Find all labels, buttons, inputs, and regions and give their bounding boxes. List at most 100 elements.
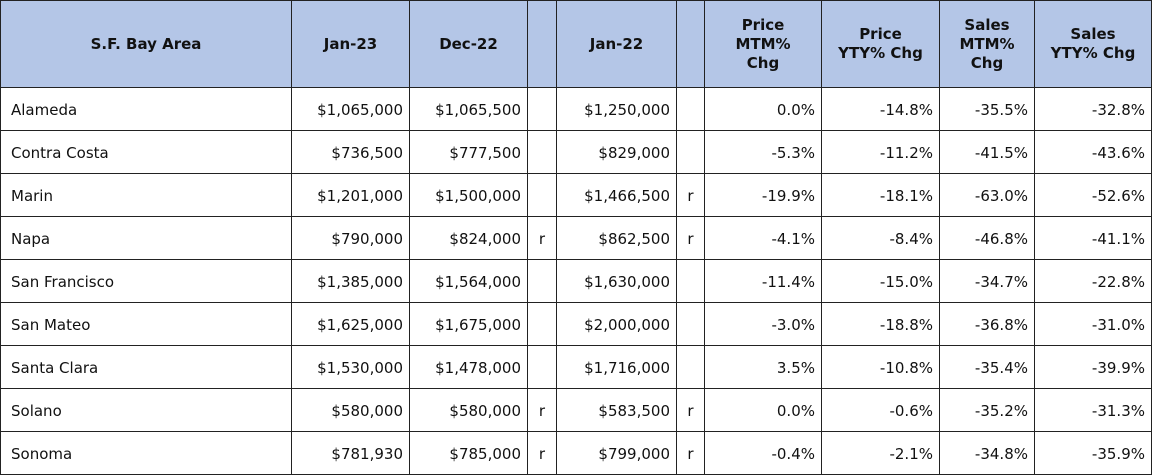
cell: -10.8% bbox=[821, 345, 940, 389]
header-row: S.F. Bay Area Jan-23 Dec-22 Jan-22 Price MTM… bbox=[0, 0, 1152, 88]
cell: -32.8% bbox=[1034, 87, 1152, 131]
cell: $829,000 bbox=[556, 130, 677, 174]
cell: -19.9% bbox=[704, 173, 822, 217]
revision-flag bbox=[527, 87, 557, 131]
header-text: S.F. Bay Area bbox=[90, 34, 202, 53]
row-label: San Mateo bbox=[0, 302, 292, 346]
table-row: Napa $790,000 $824,000 r $862,500 r -4.1% -8.4%… bbox=[0, 216, 1152, 260]
revision-flag: r bbox=[676, 431, 705, 475]
cell: -43.6% bbox=[1034, 130, 1152, 174]
cell: -52.6% bbox=[1034, 173, 1152, 217]
cell: $824,000 bbox=[409, 216, 528, 260]
row-label: Marin bbox=[0, 173, 292, 217]
header-text: Sales YTY% Chg bbox=[1050, 25, 1136, 62]
table-row: San Mateo $1,625,000 $1,675,000 $2,000,000-… bbox=[0, 302, 1152, 346]
table-row: Solano $580,000 $580,000 r $583,500 r 0.0% -0.6… bbox=[0, 388, 1152, 432]
cell: -31.0% bbox=[1034, 302, 1152, 346]
cell: -63.0% bbox=[939, 173, 1035, 217]
cell: $1,630,000 bbox=[556, 259, 677, 303]
cell: -22.8% bbox=[1034, 259, 1152, 303]
row-label: Sonoma bbox=[0, 431, 292, 475]
table-row: Marin $1,201,000 $1,500,000 $1,466,500 r -19.… bbox=[0, 173, 1152, 217]
cell: -11.2% bbox=[821, 130, 940, 174]
cell: -35.5% bbox=[939, 87, 1035, 131]
table-row: Contra Costa $736,500 $777,500 $829,000 -5.3… bbox=[0, 130, 1152, 174]
cell: $1,716,000 bbox=[556, 345, 677, 389]
revision-flag bbox=[676, 302, 705, 346]
cell: -46.8% bbox=[939, 216, 1035, 260]
revision-flag: r bbox=[676, 216, 705, 260]
column-header: Jan-22 bbox=[556, 0, 677, 88]
row-label: Solano bbox=[0, 388, 292, 432]
table-body: Alameda $1,065,000 $1,065,500 $1,250,000 0.0… bbox=[0, 87, 1152, 475]
row-label: Santa Clara bbox=[0, 345, 292, 389]
column-header: Sales MTM% Chg bbox=[939, 0, 1035, 88]
revision-flag: r bbox=[527, 431, 557, 475]
revision-flag bbox=[527, 130, 557, 174]
cell: $781,930 bbox=[291, 431, 410, 475]
cell: 3.5% bbox=[704, 345, 822, 389]
header-text: Dec-22 bbox=[439, 34, 498, 53]
cell: -2.1% bbox=[821, 431, 940, 475]
table-row: Santa Clara $1,530,000 $1,478,000 $1,716,00… bbox=[0, 345, 1152, 389]
cell: -39.9% bbox=[1034, 345, 1152, 389]
cell: $1,065,000 bbox=[291, 87, 410, 131]
cell: -0.4% bbox=[704, 431, 822, 475]
row-label: Contra Costa bbox=[0, 130, 292, 174]
cell: $1,675,000 bbox=[409, 302, 528, 346]
cell: -0.6% bbox=[821, 388, 940, 432]
cell: $1,466,500 bbox=[556, 173, 677, 217]
column-header: Price YTY% Chg bbox=[821, 0, 940, 88]
revision-flag bbox=[676, 259, 705, 303]
cell: $1,530,000 bbox=[291, 345, 410, 389]
cell: $2,000,000 bbox=[556, 302, 677, 346]
table-row: San Francisco $1,385,000 $1,564,000 $1,630,… bbox=[0, 259, 1152, 303]
cell: $736,500 bbox=[291, 130, 410, 174]
column-header bbox=[676, 0, 705, 88]
row-label: Napa bbox=[0, 216, 292, 260]
header-text: Sales MTM% Chg bbox=[959, 15, 1015, 72]
cell: -34.8% bbox=[939, 431, 1035, 475]
header-text: Jan-22 bbox=[589, 34, 644, 53]
cell: -14.8% bbox=[821, 87, 940, 131]
cell: $777,500 bbox=[409, 130, 528, 174]
cell: -31.3% bbox=[1034, 388, 1152, 432]
cell: 0.0% bbox=[704, 87, 822, 131]
cell: -15.0% bbox=[821, 259, 940, 303]
revision-flag bbox=[527, 302, 557, 346]
cell: 0.0% bbox=[704, 388, 822, 432]
cell: -8.4% bbox=[821, 216, 940, 260]
cell: $862,500 bbox=[556, 216, 677, 260]
row-label: San Francisco bbox=[0, 259, 292, 303]
cell: $1,250,000 bbox=[556, 87, 677, 131]
column-header: Jan-23 bbox=[291, 0, 410, 88]
revision-flag: r bbox=[676, 173, 705, 217]
cell: $1,625,000 bbox=[291, 302, 410, 346]
column-header: Sales YTY% Chg bbox=[1034, 0, 1152, 88]
cell: -4.1% bbox=[704, 216, 822, 260]
revision-flag bbox=[527, 259, 557, 303]
cell: -36.8% bbox=[939, 302, 1035, 346]
revision-flag: r bbox=[676, 388, 705, 432]
cell: $580,000 bbox=[291, 388, 410, 432]
cell: $1,478,000 bbox=[409, 345, 528, 389]
cell: -18.8% bbox=[821, 302, 940, 346]
cell: $1,500,000 bbox=[409, 173, 528, 217]
cell: -3.0% bbox=[704, 302, 822, 346]
revision-flag bbox=[676, 87, 705, 131]
cell: -35.4% bbox=[939, 345, 1035, 389]
revision-flag bbox=[527, 345, 557, 389]
cell: -41.5% bbox=[939, 130, 1035, 174]
revision-flag bbox=[676, 130, 705, 174]
cell: $583,500 bbox=[556, 388, 677, 432]
cell: $1,385,000 bbox=[291, 259, 410, 303]
header-text: Jan-23 bbox=[323, 34, 378, 53]
cell: -41.1% bbox=[1034, 216, 1152, 260]
table-row: Sonoma $781,930 $785,000 r $799,000 r -0.4% -2.… bbox=[0, 431, 1152, 475]
header-text: Price MTM% Chg bbox=[735, 15, 791, 72]
cell: $790,000 bbox=[291, 216, 410, 260]
table-row: Alameda $1,065,000 $1,065,500 $1,250,000 0.0… bbox=[0, 87, 1152, 131]
column-header: S.F. Bay Area bbox=[0, 0, 292, 88]
cell: -35.9% bbox=[1034, 431, 1152, 475]
